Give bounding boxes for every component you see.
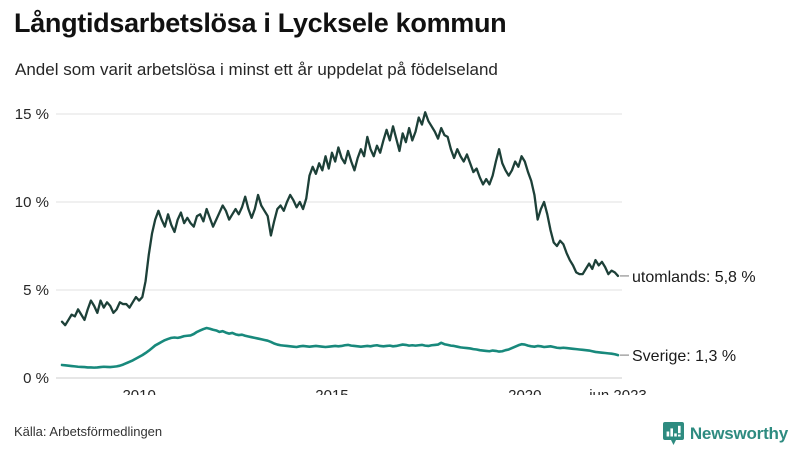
line-chart: 0 % 5 % 10 % 15 % 2010 2015 2020 jun 2023 utomla… (15, 106, 756, 395)
y-axis-tick-label: 5 % (23, 282, 49, 299)
x-axis-tick-label: 2015 (315, 387, 348, 395)
series-label-sverige: Sverige: 1,3 % (632, 348, 736, 365)
chart-subtitle: Andel som varit arbetslösa i minst ett å… (15, 60, 498, 79)
newsworthy-logo[interactable]: Newsworthy (662, 421, 788, 447)
y-axis-tick-label: 10 % (15, 194, 49, 211)
y-axis-tick-label: 15 % (15, 106, 49, 123)
y-axis-tick-label: 0 % (23, 370, 49, 387)
bar-chart-pin-icon (662, 422, 684, 445)
series-label-utomlands: utomlands: 5,8 % (632, 269, 756, 286)
x-axis-tick-label: jun 2023 (588, 387, 647, 395)
x-axis-tick-label: 2020 (508, 387, 541, 395)
series-line-sverige (60, 326, 620, 369)
series-line-utomlands (60, 111, 620, 327)
x-axis-tick-label: 2010 (122, 387, 155, 395)
source-note: Källa: Arbetsförmedlingen (14, 424, 163, 439)
chart-plot-area: 0 % 5 % 10 % 15 % 2010 2015 2020 jun 2023 utomla… (0, 95, 800, 395)
page-title: Långtidsarbetslösa i Lycksele kommun (14, 8, 507, 38)
brand-name: Newsworthy (689, 424, 788, 443)
